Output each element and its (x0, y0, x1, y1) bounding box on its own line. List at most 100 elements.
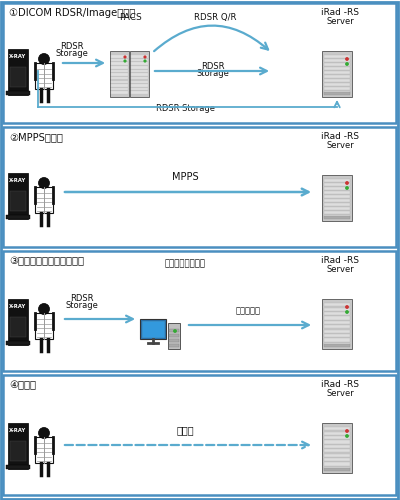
Bar (324, 211, 350, 214)
Bar (8, 173, 28, 219)
Text: データ連携: データ連携 (236, 306, 260, 315)
Text: RDSR Storage: RDSR Storage (156, 104, 214, 113)
Text: X-RAY: X-RAY (9, 54, 27, 60)
Bar (324, 440, 350, 444)
Circle shape (346, 58, 348, 60)
Circle shape (346, 435, 348, 437)
Bar (322, 175, 352, 221)
Text: iRad -RS: iRad -RS (321, 132, 359, 141)
Circle shape (38, 304, 50, 314)
Bar (324, 216, 350, 219)
Bar (131, 77, 148, 80)
Bar (322, 299, 352, 349)
FancyBboxPatch shape (3, 375, 396, 495)
Text: iRad -RS: iRad -RS (321, 256, 359, 265)
Bar (169, 334, 179, 337)
Bar (324, 338, 350, 342)
Bar (6, 465, 30, 469)
FancyBboxPatch shape (3, 3, 396, 123)
Text: 線量管理システム: 線量管理システム (164, 259, 206, 268)
Circle shape (38, 54, 50, 64)
Text: ③線量管理システムの利用: ③線量管理システムの利用 (9, 256, 84, 266)
Bar (324, 449, 350, 452)
FancyBboxPatch shape (3, 127, 396, 247)
Bar (324, 432, 350, 435)
Text: ④手入力: ④手入力 (9, 380, 36, 390)
Bar (111, 62, 128, 65)
Bar (131, 58, 148, 61)
Bar (35, 187, 53, 213)
Bar (8, 299, 28, 345)
Bar (131, 80, 148, 83)
Bar (324, 183, 350, 186)
Bar (324, 67, 350, 70)
Bar (111, 84, 128, 86)
Bar (35, 437, 53, 463)
Bar (169, 339, 179, 342)
Bar (324, 92, 350, 95)
Bar (324, 71, 350, 74)
Bar (324, 325, 350, 328)
Text: iRad -RS: iRad -RS (321, 8, 359, 17)
Bar (131, 62, 148, 65)
Text: Server: Server (326, 141, 354, 150)
Text: X-RAY: X-RAY (9, 178, 27, 184)
Circle shape (346, 430, 348, 432)
Bar (6, 341, 30, 345)
Bar (6, 91, 30, 95)
Bar (130, 51, 149, 97)
Circle shape (346, 311, 348, 313)
Circle shape (346, 63, 348, 65)
Text: iRad -RS: iRad -RS (321, 380, 359, 389)
Bar (324, 458, 350, 461)
Bar (324, 462, 350, 466)
Text: RDSR: RDSR (70, 294, 94, 303)
Bar (111, 70, 128, 72)
Bar (111, 77, 128, 80)
Text: X-RAY: X-RAY (9, 304, 27, 310)
Bar (10, 441, 26, 461)
Bar (324, 468, 350, 471)
Bar (324, 187, 350, 190)
Bar (111, 92, 128, 94)
Bar (324, 427, 350, 430)
Bar (8, 49, 28, 95)
Text: ②MPPSの利用: ②MPPSの利用 (9, 132, 63, 142)
Text: Storage: Storage (56, 49, 88, 58)
Text: RDSR: RDSR (60, 42, 84, 51)
Bar (324, 444, 350, 448)
Bar (169, 344, 179, 347)
Bar (10, 67, 26, 87)
Circle shape (174, 330, 176, 332)
Circle shape (38, 178, 50, 188)
Bar (10, 317, 26, 337)
Bar (324, 316, 350, 320)
Text: Storage: Storage (196, 69, 230, 78)
FancyArrowPatch shape (154, 26, 268, 51)
Circle shape (124, 60, 126, 62)
Bar (324, 195, 350, 198)
Bar (324, 203, 350, 206)
Bar (111, 88, 128, 90)
Text: Storage: Storage (66, 301, 98, 310)
Bar (324, 199, 350, 202)
Bar (324, 207, 350, 210)
Bar (324, 191, 350, 194)
Bar (169, 329, 179, 332)
Bar (324, 334, 350, 337)
Bar (324, 79, 350, 82)
Bar (324, 303, 350, 306)
Bar (324, 320, 350, 324)
Text: Server: Server (326, 265, 354, 274)
Bar (324, 330, 350, 333)
Text: MPPS: MPPS (172, 172, 198, 182)
Bar (111, 74, 128, 76)
Bar (35, 63, 53, 89)
Bar (140, 319, 166, 339)
Bar (111, 55, 128, 58)
Text: ①DICOM RDSR/Imageの利用: ①DICOM RDSR/Imageの利用 (9, 8, 135, 18)
Bar (111, 66, 128, 68)
Bar (324, 63, 350, 66)
Bar (35, 313, 53, 339)
Bar (324, 83, 350, 86)
